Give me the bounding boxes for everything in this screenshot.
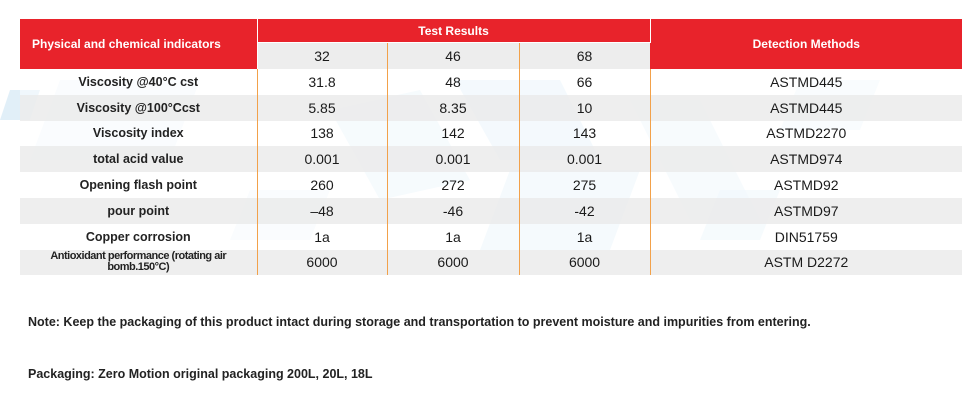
row-label: pour point xyxy=(20,197,258,224)
cell-value: 5.85 xyxy=(257,94,388,121)
cell-value: 31.8 xyxy=(257,69,388,95)
cell-value: 8.35 xyxy=(387,94,520,121)
row-label: Viscosity index xyxy=(20,120,258,147)
cell-value: 1a xyxy=(257,223,388,250)
grade-32: 32 xyxy=(257,42,388,69)
row-label: Antioxidant performance (rotating air bo… xyxy=(20,249,258,276)
table-row: Viscosity index 138 142 143 ASTMD2270 xyxy=(20,120,963,147)
header-detection-methods: Detection Methods xyxy=(650,19,963,69)
cell-value: 142 xyxy=(387,120,520,147)
header-test-results: Test Results xyxy=(257,19,651,44)
cell-value: 6000 xyxy=(387,249,520,276)
cell-value: –48 xyxy=(257,197,388,224)
cell-method: ASTMD445 xyxy=(650,94,963,121)
packaging-info: Packaging: Zero Motion original packagin… xyxy=(28,367,373,381)
cell-method: ASTM D2272 xyxy=(650,249,963,276)
cell-value: 1a xyxy=(519,223,651,250)
header-indicators: Physical and chemical indicators xyxy=(20,19,258,69)
cell-method: ASTMD974 xyxy=(650,146,963,173)
cell-method: ASTMD92 xyxy=(650,172,963,198)
row-label: Viscosity @40°C cst xyxy=(20,69,258,95)
cell-value: 66 xyxy=(519,69,651,95)
table-row: Antioxidant performance (rotating air bo… xyxy=(20,249,963,276)
cell-value: 6000 xyxy=(257,249,388,276)
cell-method: ASTMD97 xyxy=(650,197,963,224)
cell-value: 48 xyxy=(387,69,520,95)
storage-note: Note: Keep the packaging of this product… xyxy=(28,315,811,329)
row-label: Viscosity @100°Ccst xyxy=(20,94,258,121)
cell-value: 1a xyxy=(387,223,520,250)
cell-value: 0.001 xyxy=(519,146,651,173)
specification-table: Physical and chemical indicators Test Re… xyxy=(20,19,963,276)
cell-value: 275 xyxy=(519,172,651,198)
cell-value: -46 xyxy=(387,197,520,224)
table-row: total acid value 0.001 0.001 0.001 ASTMD… xyxy=(20,146,963,173)
cell-value: 10 xyxy=(519,94,651,121)
row-label: Copper corrosion xyxy=(20,223,258,250)
cell-value: 143 xyxy=(519,120,651,147)
row-label: Opening flash point xyxy=(20,172,258,198)
row-label-line-1: Antioxidant performance (rotating air xyxy=(50,250,227,263)
cell-value: 0.001 xyxy=(387,146,520,173)
table-row: pour point –48 -46 -42 ASTMD97 xyxy=(20,197,963,224)
table-row: Copper corrosion 1a 1a 1a DIN51759 xyxy=(20,223,963,250)
cell-value: 0.001 xyxy=(257,146,388,173)
cell-method: ASTMD2270 xyxy=(650,120,963,147)
table-row: Viscosity @100°Ccst 5.85 8.35 10 ASTMD44… xyxy=(20,94,963,121)
row-label: total acid value xyxy=(20,146,258,173)
cell-value: 272 xyxy=(387,172,520,198)
cell-value: 138 xyxy=(257,120,388,147)
cell-method: DIN51759 xyxy=(650,223,963,250)
table-row: Opening flash point 260 272 275 ASTMD92 xyxy=(20,172,963,198)
cell-value: -42 xyxy=(519,197,651,224)
cell-value: 260 xyxy=(257,172,388,198)
cell-value: 6000 xyxy=(519,249,651,276)
row-label-line-2: bomb.150°C) xyxy=(107,261,170,274)
grade-68: 68 xyxy=(519,42,651,69)
cell-method: ASTMD445 xyxy=(650,69,963,95)
grade-46: 46 xyxy=(387,42,520,69)
table-row: Viscosity @40°C cst 31.8 48 66 ASTMD445 xyxy=(20,69,963,95)
